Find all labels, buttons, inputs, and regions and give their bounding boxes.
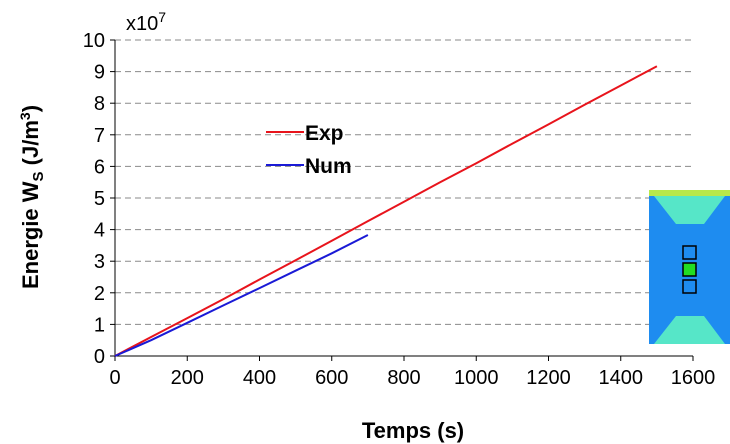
series-line-num (114, 234, 369, 357)
x-tick-label: 1600 (671, 367, 716, 389)
inset-top-wedge (654, 196, 725, 224)
inset-top-band (649, 190, 730, 196)
axes (110, 39, 694, 361)
x-tick-label: 1200 (526, 367, 571, 389)
legend: Exp Num (266, 122, 352, 178)
x-tick-label: 400 (243, 367, 276, 389)
grid-lines (115, 39, 693, 325)
y-tick-label: 9 (94, 62, 105, 84)
x-tick-label: 1400 (599, 367, 644, 389)
legend-label-exp: Exp (305, 122, 344, 145)
x-tick-label: 800 (387, 367, 420, 389)
x-tick-label: 1000 (454, 367, 499, 389)
series-line-exp (114, 65, 658, 357)
x-tick-label: 200 (171, 367, 204, 389)
series-lines (114, 65, 658, 357)
y-tick-label: 7 (94, 125, 105, 147)
y-tick-label: 3 (94, 251, 105, 273)
y-tick-label: 1 (94, 314, 105, 336)
inset-marker-active (682, 262, 697, 277)
y-tick-label: 6 (94, 156, 105, 178)
legend-label-num: Num (305, 155, 352, 178)
specimen-mesh-thumbnail (649, 190, 730, 344)
inset-marker-lower (682, 279, 697, 294)
inset-marker-upper (682, 245, 697, 260)
x-tick-labels: 0 200 400 600 800 1000 1200 1400 1600 (109, 367, 715, 389)
y-tick-label: 0 (94, 346, 105, 368)
y-tick-label: 2 (94, 283, 105, 305)
inset-bottom-wedge (654, 316, 725, 344)
y-tick-label: 5 (94, 188, 105, 210)
y-tick-labels: 0 1 2 3 4 5 6 7 8 9 10 (83, 30, 105, 368)
y-tick-label: 8 (94, 93, 105, 115)
y-axis-title: Energie WS (J/m3) (17, 105, 47, 289)
y-tick-label: 4 (94, 220, 105, 242)
x-tick-label: 600 (315, 367, 348, 389)
y-tick-label: 10 (83, 30, 105, 52)
x-axis-title: Temps (s) (362, 418, 464, 443)
y-exponent-label: x107 (126, 9, 166, 35)
x-tick-label: 0 (109, 367, 120, 389)
